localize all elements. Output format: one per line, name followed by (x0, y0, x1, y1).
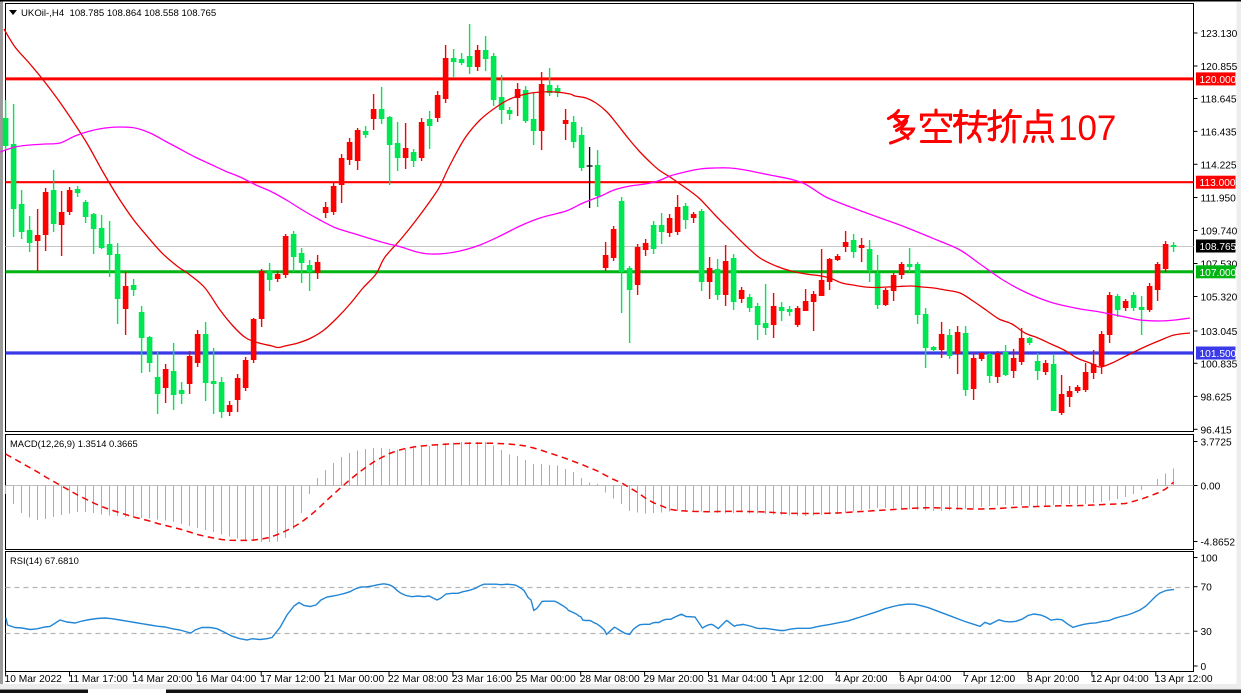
svg-text:RSI(14) 67.6810: RSI(14) 67.6810 (10, 555, 79, 566)
svg-text:25 Mar 00:00: 25 Mar 00:00 (516, 674, 576, 685)
svg-text:120.855: 120.855 (1201, 62, 1238, 73)
svg-text:21 Mar 00:00: 21 Mar 00:00 (324, 674, 384, 685)
svg-text:100: 100 (1201, 554, 1218, 565)
svg-text:118.645: 118.645 (1201, 95, 1237, 106)
svg-text:10 Mar 2022: 10 Mar 2022 (5, 674, 63, 685)
svg-text:UKOil-,H4 108.785 108.864 108: UKOil-,H4 108.785 108.864 108.558 108.76… (21, 8, 216, 19)
svg-text:98.625: 98.625 (1201, 392, 1232, 403)
svg-text:100.835: 100.835 (1201, 359, 1238, 370)
svg-text:70: 70 (1201, 583, 1213, 594)
svg-text:113.000: 113.000 (1200, 178, 1236, 189)
svg-text:28 Mar 08:00: 28 Mar 08:00 (580, 674, 640, 685)
svg-text:0: 0 (1201, 662, 1207, 673)
svg-text:23 Mar 16:00: 23 Mar 16:00 (452, 674, 512, 685)
svg-text:6 Apr 04:00: 6 Apr 04:00 (899, 674, 951, 685)
svg-text:116.435: 116.435 (1201, 127, 1237, 138)
svg-text:123.130: 123.130 (1201, 29, 1238, 40)
svg-text:3.7725: 3.7725 (1201, 438, 1232, 449)
svg-text:31 Mar 04:00: 31 Mar 04:00 (708, 674, 768, 685)
svg-text:MACD(12,26,9) 1.3514 0.3665: MACD(12,26,9) 1.3514 0.3665 (10, 438, 138, 449)
svg-text:8 Apr 20:00: 8 Apr 20:00 (1027, 674, 1079, 685)
svg-text:7 Apr 12:00: 7 Apr 12:00 (963, 674, 1015, 685)
svg-text:108.765: 108.765 (1200, 242, 1237, 253)
svg-text:96.415: 96.415 (1201, 425, 1232, 436)
svg-text:13 Apr 12:00: 13 Apr 12:00 (1155, 674, 1213, 685)
svg-text:11 Mar 17:00: 11 Mar 17:00 (69, 674, 129, 685)
svg-text:101.500: 101.500 (1200, 349, 1237, 360)
svg-text:120.000: 120.000 (1200, 75, 1237, 86)
svg-text:-4.8652: -4.8652 (1201, 538, 1236, 549)
svg-text:105.320: 105.320 (1201, 293, 1238, 304)
svg-text:4 Apr 20:00: 4 Apr 20:00 (835, 674, 887, 685)
svg-text:103.045: 103.045 (1201, 327, 1238, 338)
svg-text:30: 30 (1201, 627, 1213, 638)
svg-text:22 Mar 08:00: 22 Mar 08:00 (388, 674, 448, 685)
svg-text:109.740: 109.740 (1201, 227, 1238, 238)
svg-text:114.225: 114.225 (1201, 160, 1237, 171)
svg-text:111.950: 111.950 (1201, 194, 1237, 205)
svg-text:0.00: 0.00 (1201, 482, 1221, 493)
svg-text:1 Apr 12:00: 1 Apr 12:00 (771, 674, 823, 685)
svg-text:12 Apr 04:00: 12 Apr 04:00 (1091, 674, 1149, 685)
svg-text:107.000: 107.000 (1200, 268, 1237, 279)
svg-text:14 Mar 20:00: 14 Mar 20:00 (132, 674, 192, 685)
svg-text:17 Mar 12:00: 17 Mar 12:00 (260, 674, 320, 685)
svg-text:16 Mar 04:00: 16 Mar 04:00 (196, 674, 256, 685)
svg-text:107: 107 (1058, 109, 1116, 148)
svg-text:29 Mar 20:00: 29 Mar 20:00 (644, 674, 704, 685)
